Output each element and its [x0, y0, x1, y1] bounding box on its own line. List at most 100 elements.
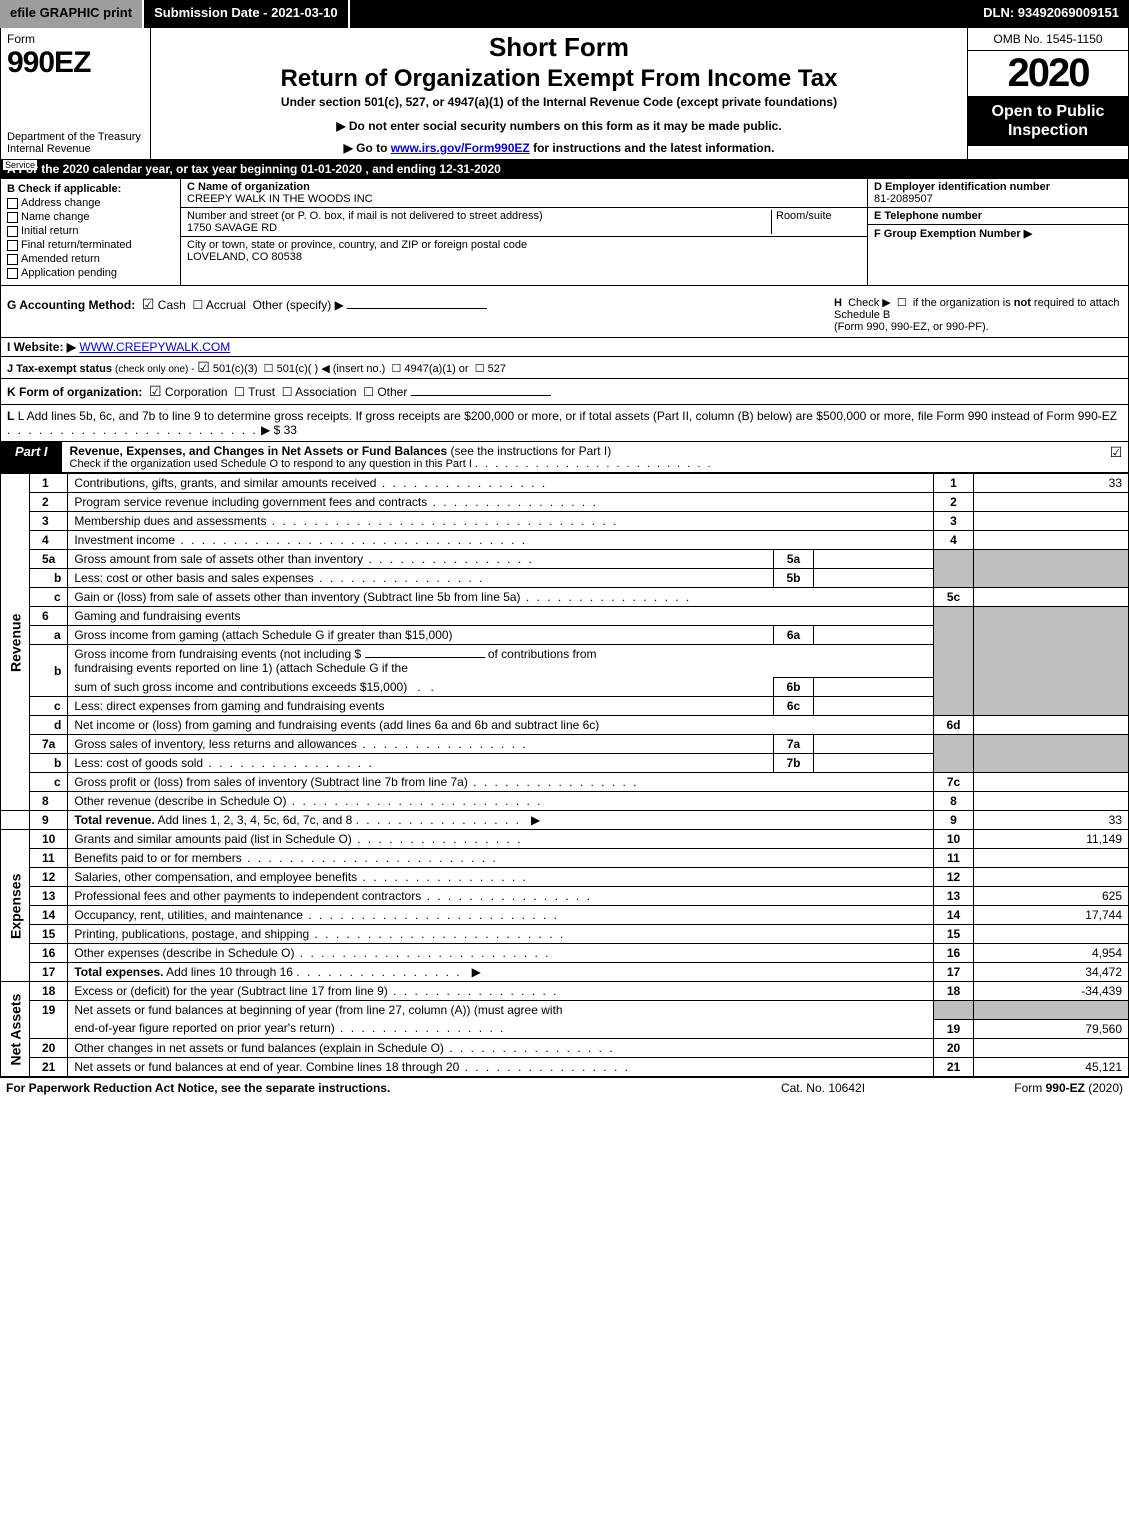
- chk-final-return[interactable]: Final return/terminated: [7, 239, 174, 251]
- chk-application-pending[interactable]: Application pending: [7, 267, 174, 279]
- 501c3-checkbox[interactable]: ☑: [197, 359, 210, 375]
- goto-post: for instructions and the latest informat…: [530, 141, 775, 155]
- form-word: Form: [7, 32, 144, 46]
- 4947-checkbox[interactable]: ☐: [391, 363, 401, 375]
- line-7b-shade2: [974, 754, 1129, 773]
- ein-row: D Employer identification number 81-2089…: [868, 179, 1128, 208]
- line-21-val: 45,121: [974, 1057, 1129, 1076]
- line-19-val: 79,560: [974, 1019, 1129, 1038]
- accounting-method: G Accounting Method: ☑ Cash ☐ Accrual Ot…: [1, 286, 828, 337]
- line-18-rnum: 18: [934, 982, 974, 1001]
- dept-irs: Internal Revenue: [7, 143, 91, 155]
- line-6a-shade: [934, 626, 974, 645]
- line-15-num: 15: [30, 925, 68, 944]
- line-20-rnum: 20: [934, 1038, 974, 1057]
- dept-treasury: Department of the Treasury: [7, 131, 141, 143]
- corporation-checkbox[interactable]: ☑: [149, 383, 162, 399]
- org-name-row: C Name of organization CREEPY WALK IN TH…: [181, 179, 867, 208]
- line-18-desc: Excess or (deficit) for the year (Subtra…: [68, 982, 934, 1001]
- 527-checkbox[interactable]: ☐: [475, 363, 485, 375]
- line-2-val: [974, 493, 1129, 512]
- line-7c-desc: Gross profit or (loss) from sales of inv…: [68, 773, 934, 792]
- other-org-label: Other: [377, 385, 407, 399]
- line-6c-desc: Less: direct expenses from gaming and fu…: [68, 697, 774, 716]
- line-7b-shade: [934, 754, 974, 773]
- schedule-b-checkbox[interactable]: ☐: [897, 297, 907, 309]
- footer-left: For Paperwork Reduction Act Notice, see …: [6, 1081, 723, 1095]
- line-7a-shade2: [974, 735, 1129, 754]
- row-k-form-of-org: K Form of organization: ☑ Corporation ☐ …: [0, 379, 1129, 405]
- line-13-val: 625: [974, 887, 1129, 906]
- org-address-row: Number and street (or P. O. box, if mail…: [181, 208, 867, 237]
- line-12-num: 12: [30, 868, 68, 887]
- line-20-num: 20: [30, 1038, 68, 1057]
- line-9-num: 9: [30, 811, 68, 830]
- header-title: Short Form Return of Organization Exempt…: [151, 28, 968, 159]
- group-exemption-label: F Group Exemption Number ▶: [874, 228, 1032, 240]
- chk-amended-return[interactable]: Amended return: [7, 253, 174, 265]
- line-1-desc: Contributions, gifts, grants, and simila…: [68, 474, 934, 493]
- trust-checkbox[interactable]: ☐: [234, 385, 245, 399]
- association-checkbox[interactable]: ☐: [282, 385, 293, 399]
- accrual-label: Accrual: [206, 298, 246, 312]
- line-20-desc: Other changes in net assets or fund bala…: [68, 1038, 934, 1057]
- line-7c-num: c: [30, 773, 68, 792]
- netassets-section-label: Net Assets: [1, 982, 30, 1077]
- part-i-schedule-o-checkbox[interactable]: ☑: [1104, 442, 1128, 472]
- submission-date-button[interactable]: Submission Date - 2021-03-10: [144, 0, 350, 28]
- efile-print-button[interactable]: efile GRAPHIC print: [0, 0, 144, 28]
- website-link[interactable]: WWW.CREEPYWALK.COM: [79, 340, 230, 354]
- line-5c-num: c: [30, 588, 68, 607]
- omb-number: OMB No. 1545-1150: [968, 28, 1128, 51]
- other-label: Other (specify) ▶: [253, 298, 344, 312]
- line-19-num-b: [30, 1019, 68, 1038]
- other-specify-input[interactable]: [347, 308, 487, 309]
- line-17-val: 34,472: [974, 963, 1129, 982]
- title-subtitle: Under section 501(c), 527, or 4947(a)(1)…: [159, 95, 959, 109]
- other-org-input[interactable]: [411, 395, 551, 396]
- line-5b-shade2: [974, 569, 1129, 588]
- line-11-desc: Benefits paid to or for members: [68, 849, 934, 868]
- row-j-label: J Tax-exempt status: [7, 363, 112, 375]
- ein-value: 81-2089507: [874, 193, 933, 205]
- section-bcdef: B Check if applicable: Address change Na…: [0, 179, 1129, 286]
- line-6b-desc2: sum of such gross income and contributio…: [68, 678, 774, 697]
- group-exemption-row: F Group Exemption Number ▶: [868, 225, 1128, 285]
- cash-checkbox[interactable]: ☑: [142, 296, 155, 312]
- title-ssn-note: ▶ Do not enter social security numbers o…: [159, 119, 959, 133]
- line-19-shade2: [974, 1001, 1129, 1020]
- line-6b-subval: [814, 678, 934, 697]
- 501c-label: 501(c)( ) ◀ (insert no.): [277, 363, 386, 375]
- line-7c-val: [974, 773, 1129, 792]
- line-15-rnum: 15: [934, 925, 974, 944]
- irs-link[interactable]: www.irs.gov/Form990EZ: [391, 141, 530, 155]
- telephone-label: E Telephone number: [874, 210, 982, 222]
- line-5a-subval: [814, 550, 934, 569]
- chk-address-change[interactable]: Address change: [7, 197, 174, 209]
- 501c-checkbox[interactable]: ☐: [264, 363, 274, 375]
- col-b-checkboxes: B Check if applicable: Address change Na…: [1, 179, 181, 285]
- chk-name-change[interactable]: Name change: [7, 211, 174, 223]
- line-3-val: [974, 512, 1129, 531]
- line-14-rnum: 14: [934, 906, 974, 925]
- row-k-label: K Form of organization:: [7, 385, 142, 399]
- line-14-num: 14: [30, 906, 68, 925]
- line-6b-shade: [934, 645, 974, 678]
- telephone-row: E Telephone number: [868, 208, 1128, 225]
- city-value: LOVELAND, CO 80538: [187, 251, 302, 263]
- line-6c-num: c: [30, 697, 68, 716]
- open-to-public: Open to Public Inspection: [968, 96, 1128, 146]
- page-footer: For Paperwork Reduction Act Notice, see …: [0, 1077, 1129, 1098]
- line-6b-shade4: [974, 678, 1129, 697]
- line-17-num: 17: [30, 963, 68, 982]
- row-h-sub: (Form 990, 990-EZ, or 990-PF).: [834, 321, 989, 333]
- row-h-schedule-b: H Check ▶ ☐ if the organization is not r…: [828, 286, 1128, 337]
- chk-initial-return[interactable]: Initial return: [7, 225, 174, 237]
- line-5c-desc: Gain or (loss) from sale of assets other…: [68, 588, 934, 607]
- line-7a-subval: [814, 735, 934, 754]
- addr-value: 1750 SAVAGE RD: [187, 222, 277, 234]
- other-org-checkbox[interactable]: ☐: [363, 385, 374, 399]
- cash-label: Cash: [158, 298, 186, 312]
- line-7b-subnum: 7b: [774, 754, 814, 773]
- accrual-checkbox[interactable]: ☐: [192, 298, 203, 312]
